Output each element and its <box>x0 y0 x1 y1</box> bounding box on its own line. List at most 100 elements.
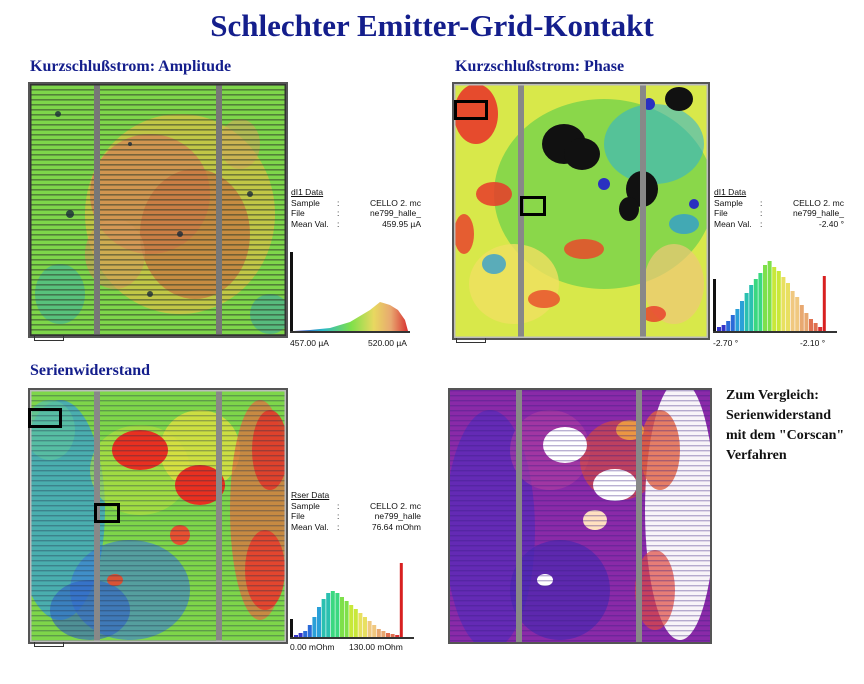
phase-max-label: -2.10 ° <box>800 338 826 348</box>
rser-scalebar <box>34 642 64 647</box>
histogram-axis <box>713 331 837 333</box>
amplitude-scalebar <box>34 336 64 341</box>
histogram-bar <box>390 634 395 637</box>
histogram-bar <box>386 633 390 637</box>
phase-scalebar <box>456 338 486 343</box>
histogram-bar <box>367 621 372 637</box>
phase-info-header: dI1 Data <box>714 187 747 197</box>
phase-sample: CELLO 2. mc <box>792 197 844 208</box>
phase-histogram <box>713 250 837 339</box>
rser-max-label: 130.00 mOhm <box>349 642 403 652</box>
rser-min-label: 0.00 mOhm <box>290 642 335 652</box>
amplitude-mean: 459.95 µA <box>382 218 421 229</box>
histogram-bar <box>353 609 358 637</box>
histogram-bar <box>781 277 786 331</box>
note-line-4: Verfahren <box>726 448 787 463</box>
phase-min-label: -2.70 ° <box>713 338 739 348</box>
colon: : <box>337 511 340 521</box>
histogram-bar <box>776 271 781 331</box>
rser-mean: 76.64 mOhm <box>371 521 421 532</box>
phase-mean: -2.40 ° <box>818 218 844 229</box>
histogram-bar <box>381 631 386 637</box>
histogram-bar <box>786 283 790 331</box>
phase-marker-2 <box>520 196 546 216</box>
colon: : <box>760 218 763 229</box>
file-key: File <box>714 208 728 218</box>
mean-key: Mean Val. <box>714 218 752 229</box>
rser-info: Rser Data Sample: CELLO 2. mc File: ne799_… <box>291 490 421 532</box>
histogram-bar <box>721 325 726 331</box>
colon: : <box>760 208 763 218</box>
histogram-bar <box>344 601 349 637</box>
file-key: File <box>291 511 305 521</box>
amplitude-min-label: 457.00 µA <box>290 338 329 348</box>
phase-info: dI1 Data Sample: CELLO 2. mc File: ne799_h… <box>714 187 844 229</box>
colon: : <box>337 208 340 218</box>
colon: : <box>337 197 340 208</box>
histogram-bar <box>335 593 340 637</box>
histogram-bar <box>763 265 767 331</box>
histogram-edge-bar <box>290 619 293 637</box>
histogram-bar <box>767 261 772 331</box>
histogram-bar <box>735 309 740 331</box>
rser-marker-2 <box>94 503 120 523</box>
histogram-bar <box>772 267 777 331</box>
histogram-bar <box>799 305 804 331</box>
histogram-bar <box>349 605 354 637</box>
histogram-bar <box>753 279 758 331</box>
histogram-bar <box>717 327 721 331</box>
colon: : <box>337 521 340 532</box>
colon: : <box>760 197 763 208</box>
corescan-note: Zum Vergleich: Serienwiderstand mit dem … <box>726 386 844 466</box>
histogram-bar <box>809 319 813 331</box>
sample-key: Sample <box>291 500 320 511</box>
histogram-bar <box>321 599 326 637</box>
histogram-bar <box>307 625 312 637</box>
histogram-bar <box>363 617 367 637</box>
amplitude-info: dI1 Data Sample: CELLO 2. mc File: ne799_h… <box>291 187 421 229</box>
histogram-axis <box>290 637 414 639</box>
histogram-bar <box>298 633 303 637</box>
histogram-bar <box>376 629 381 637</box>
amplitude-map <box>28 82 288 338</box>
histogram-bar <box>303 631 308 637</box>
histogram-bar <box>740 301 744 331</box>
mean-key: Mean Val. <box>291 218 329 229</box>
histogram-bar <box>758 273 763 331</box>
histogram-edge-bar <box>399 563 403 637</box>
rser-histogram <box>290 556 414 645</box>
histogram-bar <box>395 635 400 637</box>
rser-file: ne799_halle <box>374 511 421 521</box>
histogram-bar <box>326 593 331 637</box>
rser-marker-1 <box>28 408 62 428</box>
histogram-bar <box>312 617 317 637</box>
amplitude-sample: CELLO 2. mc <box>369 197 421 208</box>
histogram-edge-bar <box>822 276 826 331</box>
note-line-2: Serienwiderstand <box>726 408 831 423</box>
histogram-bar <box>795 297 800 331</box>
colon: : <box>337 218 340 229</box>
histogram-bar <box>340 597 344 637</box>
histogram-bar <box>813 323 818 331</box>
colon: : <box>337 500 340 511</box>
amplitude-max-label: 520.00 µA <box>368 338 407 348</box>
rser-map <box>28 388 288 644</box>
amplitude-title: Kurzschlußstrom: Amplitude <box>30 58 232 75</box>
phase-title: Kurzschlußstrom: Phase <box>455 58 625 75</box>
histogram-bar <box>804 313 809 331</box>
note-line-1: Zum Vergleich: <box>726 388 819 403</box>
amplitude-file: ne799_halle_ <box>369 208 421 218</box>
phase-map <box>452 82 710 340</box>
histogram-bar <box>330 591 335 637</box>
amplitude-info-header: dI1 Data <box>291 187 324 197</box>
histogram-bar <box>730 315 735 331</box>
note-line-3: mit dem "Corscan" <box>726 428 845 443</box>
histogram-bar <box>749 285 754 331</box>
rser-info-header: Rser Data <box>291 490 330 500</box>
corescan-map <box>448 388 712 644</box>
rser-title: Serienwiderstand <box>30 362 150 379</box>
mean-key: Mean Val. <box>291 521 329 532</box>
page-title: Schlechter Emitter-Grid-Kontakt <box>210 8 654 43</box>
histogram-bar <box>818 327 823 331</box>
sample-key: Sample <box>291 197 320 208</box>
